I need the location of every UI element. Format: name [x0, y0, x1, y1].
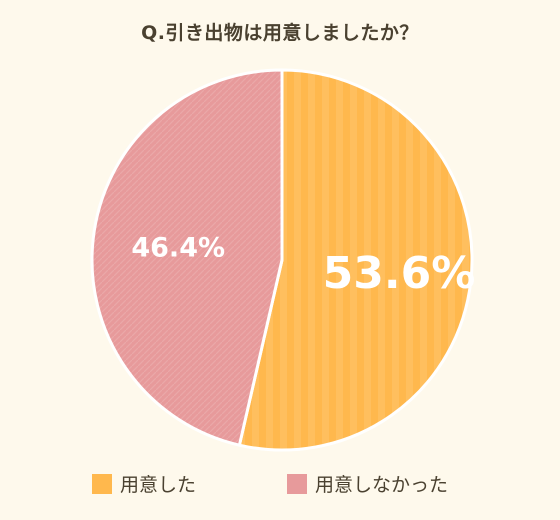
legend-swatch-prepared — [92, 473, 112, 494]
legend-item-not-prepared: 用意しなかった — [287, 470, 448, 497]
legend-label-not-prepared: 用意しなかった — [315, 474, 449, 496]
legend: 用意した 用意しなかった — [0, 470, 560, 502]
data-label-not-prepared: 46.4% — [131, 233, 225, 264]
data-label-prepared: 53.6% — [323, 248, 476, 299]
legend-swatch-not-prepared — [287, 473, 307, 494]
pie-slice-prepared — [237, 68, 474, 452]
legend-label-prepared: 用意した — [120, 474, 197, 496]
pie-slice-not-prepared — [90, 68, 284, 447]
chart-title: Q.引き出物は用意しましたか？ — [141, 22, 419, 44]
legend-item-prepared: 用意した — [92, 470, 196, 497]
